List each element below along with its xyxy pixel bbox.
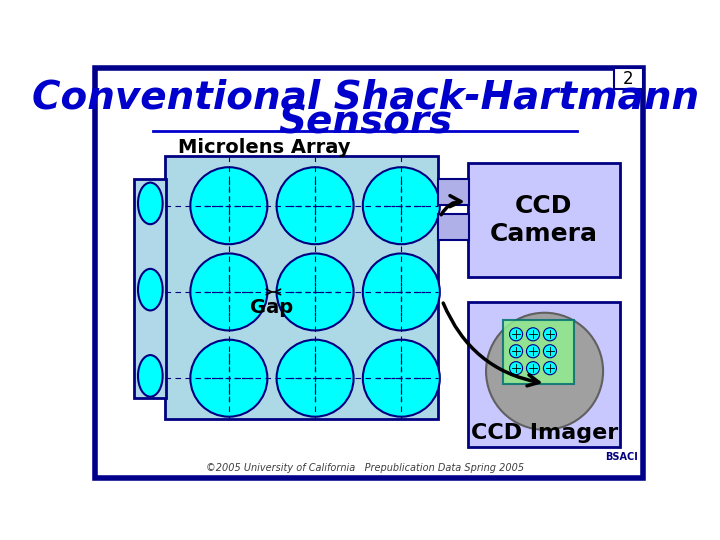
Ellipse shape — [276, 340, 354, 417]
Text: Microlens Array: Microlens Array — [178, 138, 351, 157]
Ellipse shape — [138, 269, 163, 310]
Ellipse shape — [526, 328, 539, 341]
Ellipse shape — [363, 253, 440, 330]
Ellipse shape — [276, 253, 354, 330]
Bar — [503, 320, 574, 383]
Bar — [165, 156, 438, 419]
Circle shape — [486, 313, 603, 430]
Ellipse shape — [526, 345, 539, 358]
Ellipse shape — [363, 167, 440, 244]
Ellipse shape — [544, 345, 557, 358]
Ellipse shape — [190, 167, 267, 244]
Ellipse shape — [510, 345, 523, 358]
Ellipse shape — [363, 340, 440, 417]
Text: BSACI: BSACI — [606, 453, 638, 462]
Text: CCD Imager: CCD Imager — [471, 423, 618, 443]
Text: CCD
Camera: CCD Camera — [490, 194, 598, 246]
Text: Conventional Shack-Hartmann: Conventional Shack-Hartmann — [32, 78, 698, 116]
Ellipse shape — [190, 340, 267, 417]
Text: Sensors: Sensors — [278, 104, 452, 141]
Ellipse shape — [510, 328, 523, 341]
Ellipse shape — [138, 355, 163, 397]
Bar — [438, 214, 469, 240]
Bar — [438, 179, 469, 205]
Bar — [467, 302, 620, 447]
Ellipse shape — [190, 253, 267, 330]
Text: 2: 2 — [624, 70, 634, 87]
Ellipse shape — [276, 167, 354, 244]
Text: Gap: Gap — [251, 298, 294, 317]
Ellipse shape — [526, 362, 539, 375]
Ellipse shape — [510, 362, 523, 375]
Ellipse shape — [544, 328, 557, 341]
Ellipse shape — [544, 362, 557, 375]
Bar — [614, 68, 643, 90]
Ellipse shape — [138, 183, 163, 224]
Bar — [467, 164, 620, 278]
Text: ©2005 University of California   Prepublication Data Spring 2005: ©2005 University of California Prepublic… — [206, 463, 524, 473]
Bar — [134, 179, 166, 398]
